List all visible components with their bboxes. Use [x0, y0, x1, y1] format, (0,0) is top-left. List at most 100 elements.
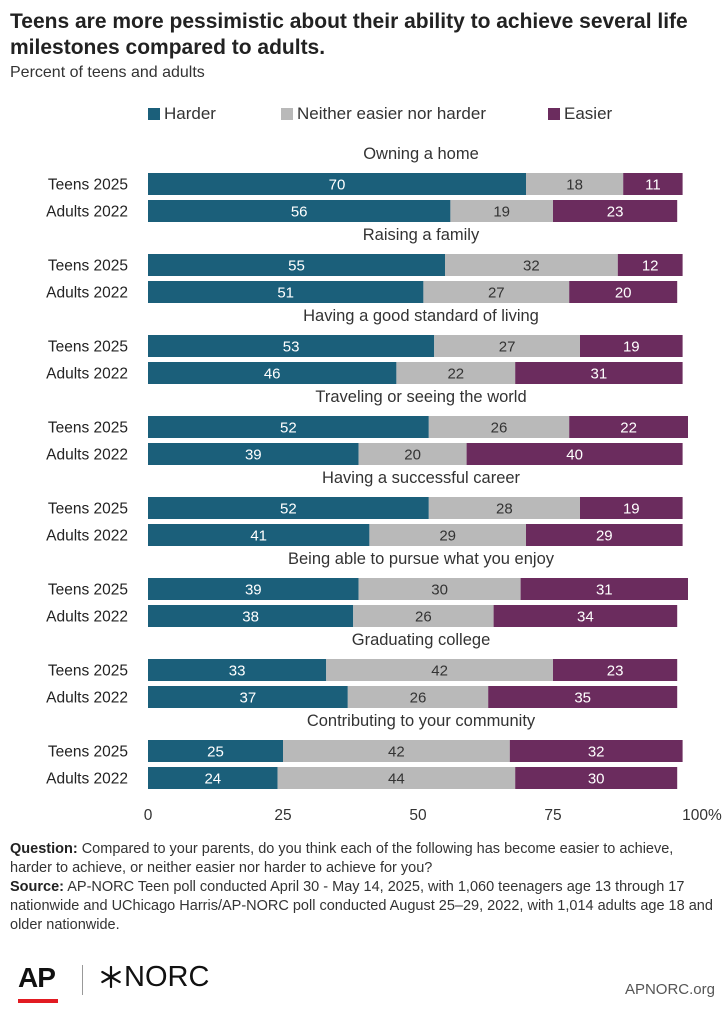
data-label-neither: 28 [496, 501, 513, 518]
legend-item-harder: Harder [148, 104, 216, 124]
question-text: Compared to your parents, do you think e… [10, 841, 674, 876]
data-label-easier: 31 [591, 366, 608, 383]
data-label-neither: 20 [404, 447, 421, 464]
bar-segment-neither [423, 281, 570, 303]
row-label: Teens 2025 [48, 420, 128, 437]
bar-segment-easier [515, 362, 683, 384]
row-label: Adults 2022 [46, 447, 128, 464]
data-label-neither: 22 [447, 366, 464, 383]
legend-label-harder: Harder [164, 104, 216, 123]
data-label-easier: 20 [615, 285, 632, 302]
bar-segment-harder [148, 524, 370, 546]
legend-swatch-harder [148, 108, 160, 120]
data-label-easier: 23 [607, 204, 624, 221]
bar-segment-easier [623, 173, 683, 195]
logo-divider [82, 965, 83, 995]
group-title-raising-a-family: Raising a family [363, 226, 480, 244]
data-label-harder: 25 [207, 744, 224, 761]
bar-segment-easier [569, 416, 688, 438]
bar-segment-easier [617, 254, 683, 276]
data-label-neither: 42 [431, 663, 448, 680]
bar-segment-neither [347, 686, 489, 708]
data-label-easier: 34 [577, 609, 594, 626]
bar-segment-harder [148, 578, 359, 600]
row-label: Teens 2025 [48, 501, 128, 518]
question-note: Question: Compared to your parents, do y… [10, 840, 715, 878]
row-label: Teens 2025 [48, 258, 128, 275]
row-label: Teens 2025 [48, 582, 128, 599]
data-label-harder: 55 [288, 258, 305, 275]
data-label-neither: 27 [499, 339, 516, 356]
row-label: Adults 2022 [46, 204, 128, 221]
row-label: Adults 2022 [46, 366, 128, 383]
bar-segment-easier [569, 281, 678, 303]
data-label-harder: 41 [250, 528, 267, 545]
row-label: Adults 2022 [46, 285, 128, 302]
group-title-having-a-good-standard-of-living: Having a good standard of living [303, 307, 539, 325]
bar-segment-harder [148, 416, 429, 438]
bar-segment-easier [520, 578, 688, 600]
data-label-neither: 19 [493, 204, 510, 221]
data-label-easier: 19 [623, 501, 640, 518]
row-label: Teens 2025 [48, 663, 128, 680]
x-tick-label: 25 [274, 807, 291, 824]
ap-logo: AP [18, 962, 56, 993]
bar-segment-harder [148, 281, 424, 303]
site-url: APNORC.org [624, 981, 715, 998]
bar-segment-neither [277, 767, 516, 789]
group-title-traveling-or-seeing-the-world: Traveling or seeing the world [315, 388, 526, 406]
group-title-being-able-to-pursue-what-you-enjoy: Being able to pursue what you enjoy [288, 550, 555, 568]
bar-segment-neither [353, 605, 494, 627]
bar-segment-easier [515, 767, 678, 789]
data-label-easier: 19 [623, 339, 640, 356]
data-label-easier: 12 [642, 258, 659, 275]
bar-segment-neither [526, 173, 624, 195]
data-label-neither: 42 [388, 744, 405, 761]
legend: Harder Neither easier nor harder Easier [0, 104, 727, 126]
x-tick-label: 50 [409, 807, 427, 824]
data-label-neither: 32 [523, 258, 540, 275]
legend-label-easier: Easier [564, 104, 613, 123]
question-label: Question: [10, 841, 78, 857]
legend-swatch-easier [548, 108, 560, 120]
row-label: Teens 2025 [48, 744, 128, 761]
norc-logo: NORC [124, 961, 210, 993]
bar-segment-harder [148, 443, 359, 465]
bar-segment-easier [466, 443, 683, 465]
bar-segment-easier [488, 686, 678, 708]
row-label: Adults 2022 [46, 771, 128, 788]
ap-logo-underline [18, 999, 58, 1003]
bar-segment-harder [148, 173, 526, 195]
data-label-neither: 30 [431, 582, 448, 599]
data-label-harder: 53 [283, 339, 300, 356]
bar-segment-neither [326, 659, 553, 681]
source-note: Source: AP-NORC Teen poll conducted Apri… [10, 878, 715, 935]
data-label-neither: 18 [566, 177, 583, 194]
data-label-neither: 26 [491, 420, 508, 437]
data-label-harder: 51 [277, 285, 294, 302]
data-label-easier: 23 [607, 663, 624, 680]
data-label-easier: 11 [645, 177, 661, 194]
data-label-harder: 24 [204, 771, 221, 788]
data-label-easier: 35 [574, 690, 591, 707]
bar-segment-neither [358, 443, 467, 465]
group-title-graduating-college: Graduating college [352, 631, 491, 649]
bar-segment-neither [428, 497, 580, 519]
data-label-easier: 32 [588, 744, 605, 761]
bar-segment-easier [493, 605, 678, 627]
data-label-easier: 31 [596, 582, 613, 599]
bar-segment-neither [450, 200, 553, 222]
bar-segment-harder [148, 362, 397, 384]
stacked-bar-chart: Owning a home Teens 2025 70 18 11 Adults 2022… [46, 145, 722, 824]
bar-segment-neither [445, 254, 618, 276]
data-label-neither: 29 [439, 528, 456, 545]
chart-title: Teens are more pessimistic about their a… [10, 10, 688, 59]
bar-segment-harder [148, 686, 348, 708]
source-label: Source: [10, 879, 64, 895]
data-label-harder: 56 [291, 204, 308, 221]
bar-segment-harder [148, 659, 327, 681]
data-label-easier: 22 [620, 420, 637, 437]
data-label-harder: 33 [229, 663, 246, 680]
row-label: Adults 2022 [46, 690, 128, 707]
bar-segment-harder [148, 335, 435, 357]
